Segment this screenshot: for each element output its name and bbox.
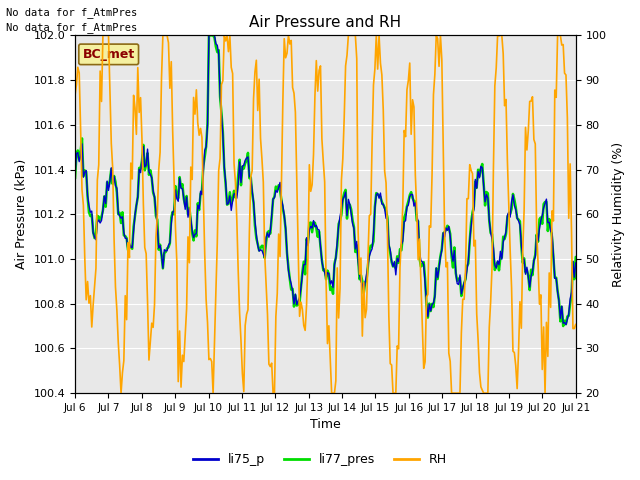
Title: Air Pressure and RH: Air Pressure and RH bbox=[250, 15, 401, 30]
Text: No data for f_AtmPres: No data for f_AtmPres bbox=[6, 22, 138, 33]
Text: BC_met: BC_met bbox=[83, 48, 135, 61]
Y-axis label: Relativity Humidity (%): Relativity Humidity (%) bbox=[612, 142, 625, 287]
Y-axis label: Air Pressure (kPa): Air Pressure (kPa) bbox=[15, 159, 28, 269]
Legend: li75_p, li77_pres, RH: li75_p, li77_pres, RH bbox=[188, 448, 452, 471]
X-axis label: Time: Time bbox=[310, 419, 340, 432]
Text: No data for f_AtmPres: No data for f_AtmPres bbox=[6, 7, 138, 18]
